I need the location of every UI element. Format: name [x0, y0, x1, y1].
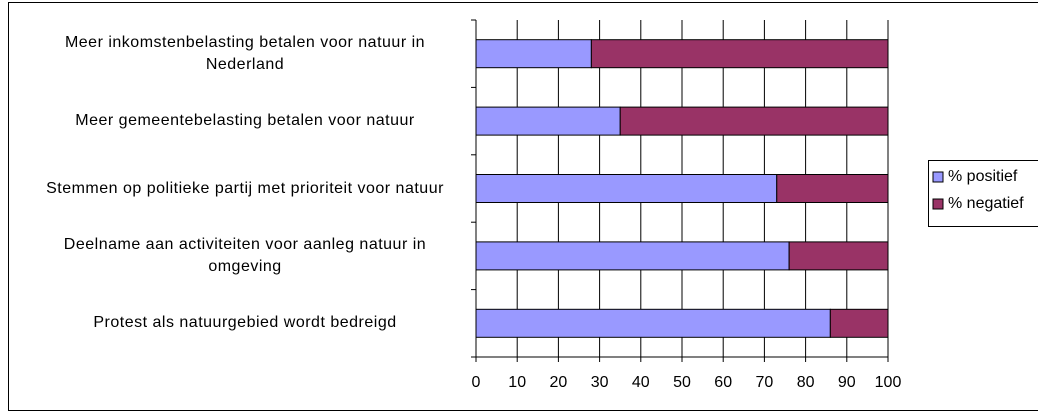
bar-segment — [829, 308, 889, 338]
bar-segment — [590, 39, 889, 69]
category-label: Deelname aan activiteiten voor aanleg na… — [63, 235, 427, 275]
category-label: Stemmen op politieke partij met priorite… — [46, 179, 444, 197]
bar-segment — [475, 241, 790, 271]
category-label: Meer inkomstenbelasting betalen voor nat… — [64, 33, 426, 73]
x-tick-label: 80 — [797, 374, 815, 391]
x-tick-label: 60 — [714, 374, 732, 391]
x-tick-label: 100 — [875, 374, 902, 391]
x-tick-label: 10 — [508, 374, 526, 391]
bar-segment — [475, 308, 831, 338]
legend-swatch — [932, 198, 944, 210]
category-label: Protest als natuurgebied wordt bedreigd — [93, 314, 397, 332]
legend-label: % negatief — [948, 195, 1024, 212]
x-tick-label: 0 — [472, 374, 481, 391]
x-tick-label: 40 — [632, 374, 650, 391]
bar-segment — [619, 106, 889, 136]
bar-segment — [475, 39, 592, 69]
x-tick-label: 50 — [673, 374, 691, 391]
category-label: Meer gemeentebelasting betalen voor natu… — [75, 112, 415, 130]
bar-segment — [475, 174, 778, 203]
bar-segment — [475, 106, 621, 136]
legend-box — [928, 160, 1038, 227]
legend-label: % positief — [948, 168, 1018, 185]
bar-segment — [776, 174, 889, 203]
x-tick-label: 20 — [550, 374, 568, 391]
x-tick-label: 70 — [756, 374, 774, 391]
x-tick-label: 90 — [838, 374, 856, 391]
bar-segment — [788, 241, 889, 271]
legend-swatch — [932, 171, 944, 183]
x-tick-label: 30 — [591, 374, 609, 391]
